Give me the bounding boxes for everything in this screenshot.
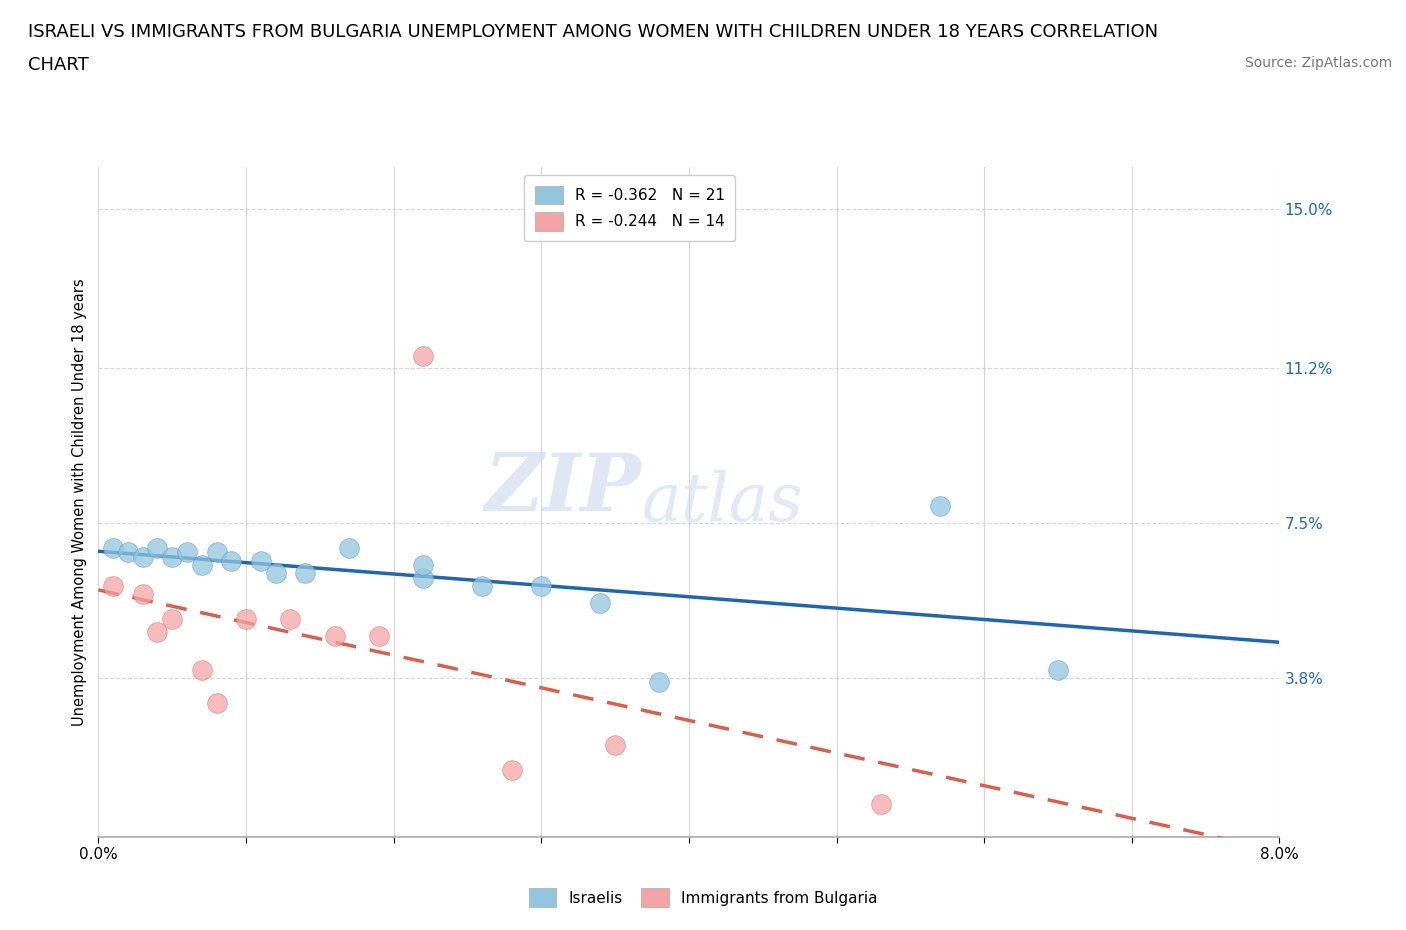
Text: atlas: atlas (641, 470, 803, 535)
Point (412, 558, 434, 573)
Point (103, 541, 124, 556)
Y-axis label: Unemployment Among Women with Children Under 18 years: Unemployment Among Women with Children U… (72, 278, 87, 726)
Point (278, 612, 301, 627)
Text: CHART: CHART (28, 56, 89, 73)
Point (928, 499, 950, 514)
Point (412, 349, 434, 364)
Point (191, 662, 214, 677)
Point (162, 549, 183, 564)
Point (367, 629, 389, 644)
Point (205, 696, 228, 711)
Point (219, 553, 242, 568)
Point (1046, 662, 1069, 677)
Point (132, 587, 155, 602)
Point (162, 612, 183, 627)
Point (103, 578, 124, 593)
Text: ISRAELI VS IMMIGRANTS FROM BULGARIA UNEMPLOYMENT AMONG WOMEN WITH CHILDREN UNDER: ISRAELI VS IMMIGRANTS FROM BULGARIA UNEM… (28, 23, 1159, 41)
Point (294, 565, 316, 580)
Point (605, 737, 627, 752)
Point (146, 541, 169, 556)
Point (648, 675, 671, 690)
Point (337, 541, 360, 556)
Point (191, 558, 214, 573)
Point (264, 565, 287, 580)
Point (589, 595, 612, 610)
Point (117, 545, 139, 560)
Legend: Israelis, Immigrants from Bulgaria: Israelis, Immigrants from Bulgaria (523, 883, 883, 913)
Point (250, 553, 273, 568)
Point (176, 545, 198, 560)
Point (132, 549, 155, 564)
Point (501, 763, 523, 777)
Point (412, 570, 434, 585)
Point (471, 578, 494, 593)
Point (146, 625, 169, 640)
Point (323, 629, 346, 644)
Point (235, 612, 257, 627)
Text: ZIP: ZIP (485, 450, 641, 527)
Point (869, 796, 891, 811)
Point (530, 578, 553, 593)
Point (205, 545, 228, 560)
Text: Source: ZipAtlas.com: Source: ZipAtlas.com (1244, 56, 1392, 70)
Legend: R = -0.362   N = 21, R = -0.244   N = 14: R = -0.362 N = 21, R = -0.244 N = 14 (524, 175, 735, 242)
